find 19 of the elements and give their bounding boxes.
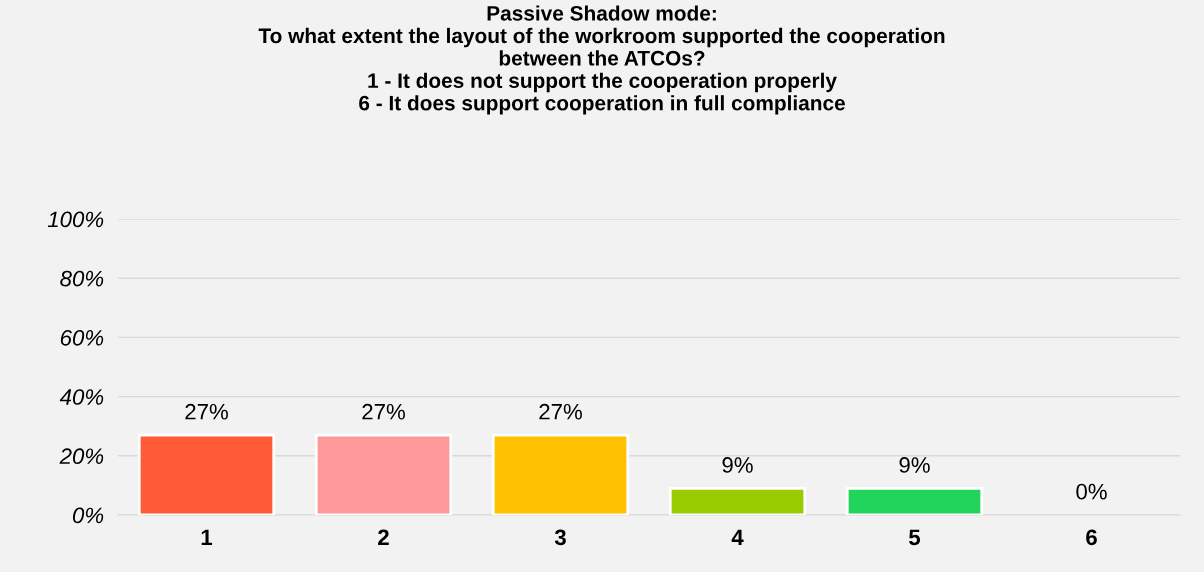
y-tick-label: 60% — [60, 329, 104, 346]
x-tick-label: 3 — [554, 529, 566, 546]
y-tick-label: 0% — [72, 507, 104, 524]
x-tick-label: 5 — [909, 529, 921, 546]
x-tick-label: 4 — [731, 529, 744, 545]
data-label: 0% — [1076, 483, 1107, 500]
x-tick-label: 6 — [1086, 529, 1097, 546]
x-tick-label: 1 — [201, 529, 213, 545]
data-label: 9% — [899, 457, 930, 473]
data-label: 27% — [539, 403, 582, 420]
chart-title: Passive Shadow mode: To what extent the layout of the workroom supported the cooperation between the ATCOs? 1 - It does not support the cooperation properly 6 - It does support cooperation in full compliance — [258, 5, 945, 115]
y-tick-label: 20% — [59, 448, 104, 465]
y-tick-label: 80% — [60, 270, 104, 287]
data-label: 9% — [722, 457, 753, 473]
data-label: 27% — [362, 403, 405, 420]
data-label: 27% — [185, 403, 228, 420]
x-tick-label: 2 — [378, 529, 389, 545]
y-tick-label: 40% — [59, 389, 104, 405]
y-tick-label: 100% — [47, 211, 104, 228]
